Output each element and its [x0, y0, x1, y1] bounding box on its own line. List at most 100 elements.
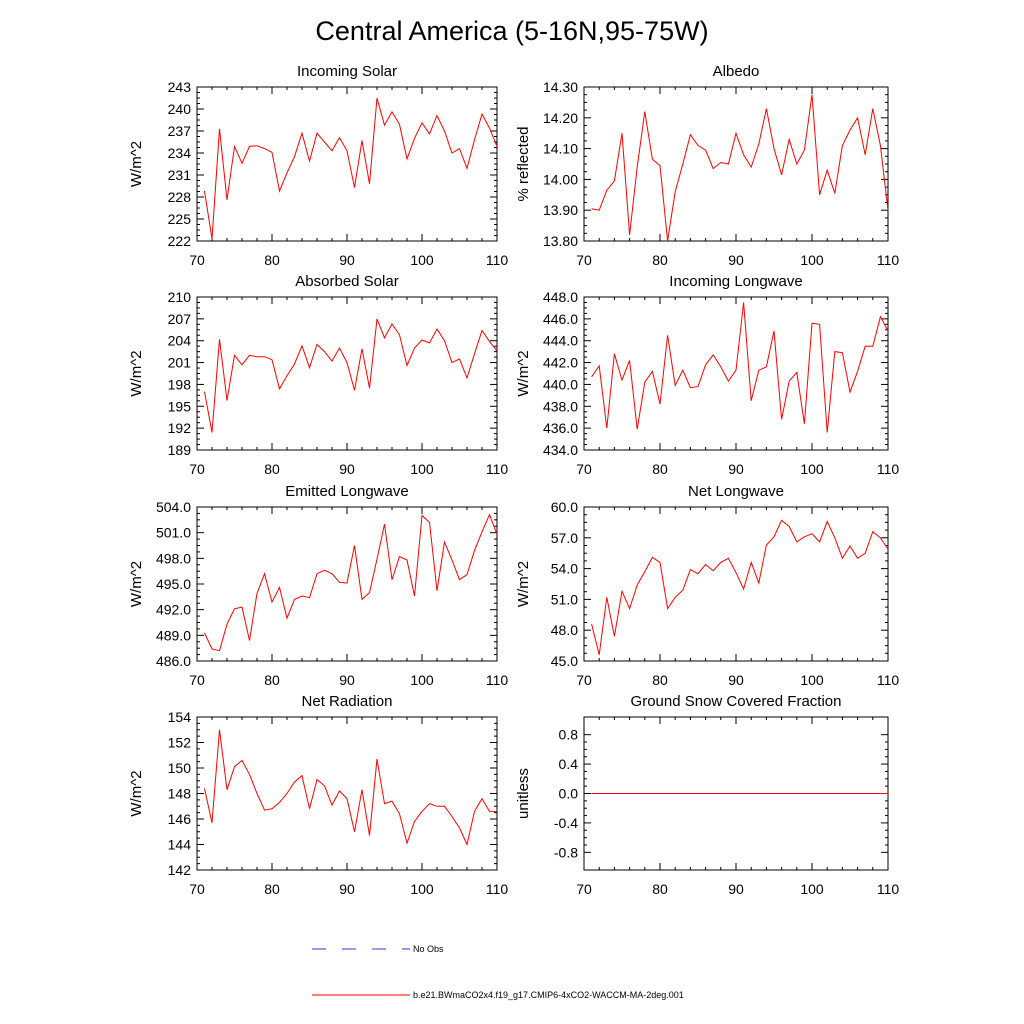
y-tick-label: 144 [168, 837, 192, 853]
x-tick-label: 70 [189, 672, 205, 688]
y-tick-label: 48.0 [551, 622, 578, 638]
y-tick-label: 222 [168, 233, 192, 249]
y-tick-label: 440.0 [543, 376, 578, 392]
x-tick-label: 90 [339, 672, 355, 688]
y-tick-label: 45.0 [551, 653, 578, 669]
y-tick-label: 57.0 [551, 530, 578, 546]
x-tick-label: 80 [264, 461, 280, 477]
y-tick-label: 148 [168, 786, 192, 802]
x-tick-label: 90 [728, 252, 744, 268]
y-tick-label: 51.0 [551, 591, 578, 607]
x-tick-label: 90 [339, 461, 355, 477]
y-axis-label: % reflected [515, 126, 532, 201]
series-line-incoming-solar [204, 97, 498, 239]
x-tick-label: 110 [486, 881, 509, 897]
y-tick-label: 446.0 [543, 311, 578, 327]
y-tick-label: 498.0 [156, 550, 191, 566]
x-tick-label: 100 [800, 672, 824, 688]
y-tick-label: 436.0 [543, 420, 578, 436]
x-tick-label: 110 [877, 252, 900, 268]
y-tick-label: 434.0 [543, 442, 578, 458]
series-line-albedo [591, 94, 889, 242]
y-tick-label: 225 [168, 211, 192, 227]
y-axis-label: W/m^2 [128, 561, 145, 607]
y-tick-label: 210 [168, 289, 192, 305]
x-tick-label: 80 [264, 252, 280, 268]
y-tick-label: 13.80 [543, 233, 578, 249]
y-tick-label: 192 [168, 420, 192, 436]
panel-absorbed-solar: 70 80 90 100 110 189 192 195 198 201 204 207 210 Abso… [128, 273, 508, 477]
panel-net-radiation: 70 80 90 100 110 142 144 146 148 150 152 154 Net Rad… [128, 693, 508, 897]
x-tick-label: 90 [728, 881, 744, 897]
x-tick-label: 70 [576, 881, 592, 897]
y-axis-label: W/m^2 [128, 770, 145, 816]
y-tick-label: 14.30 [543, 79, 578, 95]
y-tick-label: 501.0 [156, 525, 191, 541]
y-tick-label: 189 [168, 442, 192, 458]
panel-title: Albedo [713, 63, 760, 80]
x-tick-label: 100 [800, 252, 824, 268]
x-tick-label: 90 [339, 881, 355, 897]
x-tick-label: 70 [189, 461, 205, 477]
x-tick-label: 80 [652, 672, 668, 688]
x-tick-label: 110 [877, 672, 900, 688]
y-tick-label: -0.8 [554, 844, 578, 860]
y-tick-label: 142 [168, 862, 192, 878]
x-tick-label: 80 [264, 672, 280, 688]
x-tick-label: 70 [576, 252, 592, 268]
y-tick-label: 237 [168, 123, 192, 139]
panel-title: Ground Snow Covered Fraction [631, 693, 842, 710]
x-tick-label: 100 [800, 461, 824, 477]
panel-title: Incoming Solar [297, 63, 397, 80]
y-axis-label: W/m^2 [128, 350, 145, 396]
y-tick-label: 54.0 [551, 561, 578, 577]
panel-title: Emitted Longwave [285, 483, 408, 500]
x-tick-label: 80 [652, 881, 668, 897]
x-tick-label: 70 [576, 461, 592, 477]
x-tick-label: 90 [728, 461, 744, 477]
x-tick-label: 80 [264, 881, 280, 897]
y-tick-label: 198 [168, 376, 192, 392]
legend-label-no-obs: No Obs [413, 944, 444, 954]
y-tick-label: 442.0 [543, 355, 578, 371]
x-tick-label: 110 [877, 881, 900, 897]
y-tick-label: 0.4 [559, 756, 579, 772]
y-tick-label: 152 [168, 735, 192, 751]
x-tick-label: 70 [189, 881, 205, 897]
y-tick-label: 495.0 [156, 576, 191, 592]
legend: No Obs b.e21.BWmaCO2x4.f19_g17.CMIP6-4xC… [312, 944, 684, 1000]
x-tick-label: 90 [728, 672, 744, 688]
x-tick-label: 110 [877, 461, 900, 477]
y-tick-label: 243 [168, 79, 192, 95]
y-axis-label: W/m^2 [515, 561, 532, 607]
y-tick-label: 207 [168, 311, 192, 327]
panel-incoming-longwave: 70 80 90 100 110 434.0 436.0 438.0 440.0 442.0 444… [515, 273, 899, 477]
x-tick-label: 100 [410, 672, 434, 688]
y-tick-label: -0.4 [554, 815, 578, 831]
y-tick-label: 486.0 [156, 653, 191, 669]
legend-label-model: b.e21.BWmaCO2x4.f19_g17.CMIP6-4xCO2-WACC… [413, 990, 684, 1000]
panel-net-longwave: 70 80 90 100 110 45.0 48.0 51.0 54.0 57.0 60.0 Net … [515, 483, 899, 688]
panel-albedo: 70 80 90 100 110 13.80 13.90 14.00 14.10 14.20 14.… [515, 63, 899, 268]
panel-title: Incoming Longwave [669, 273, 802, 290]
y-tick-label: 14.20 [543, 110, 578, 126]
y-axis-label: W/m^2 [128, 141, 145, 187]
panel-title: Absorbed Solar [295, 273, 398, 290]
x-tick-label: 110 [486, 461, 509, 477]
series-line-absorbed-solar [204, 318, 498, 433]
x-tick-label: 70 [189, 252, 205, 268]
y-tick-label: 228 [168, 189, 192, 205]
y-tick-label: 14.00 [543, 171, 578, 187]
y-tick-label: 444.0 [543, 333, 578, 349]
x-tick-label: 80 [652, 252, 668, 268]
x-tick-label: 80 [652, 461, 668, 477]
y-axis-label: unitless [515, 768, 532, 819]
y-tick-label: 231 [168, 167, 192, 183]
y-tick-label: 492.0 [156, 602, 191, 618]
x-tick-label: 110 [486, 252, 509, 268]
y-tick-label: 13.90 [543, 202, 578, 218]
series-line-emitted-longwave [204, 513, 498, 652]
y-tick-label: 195 [168, 398, 192, 414]
y-tick-label: 234 [168, 145, 192, 161]
